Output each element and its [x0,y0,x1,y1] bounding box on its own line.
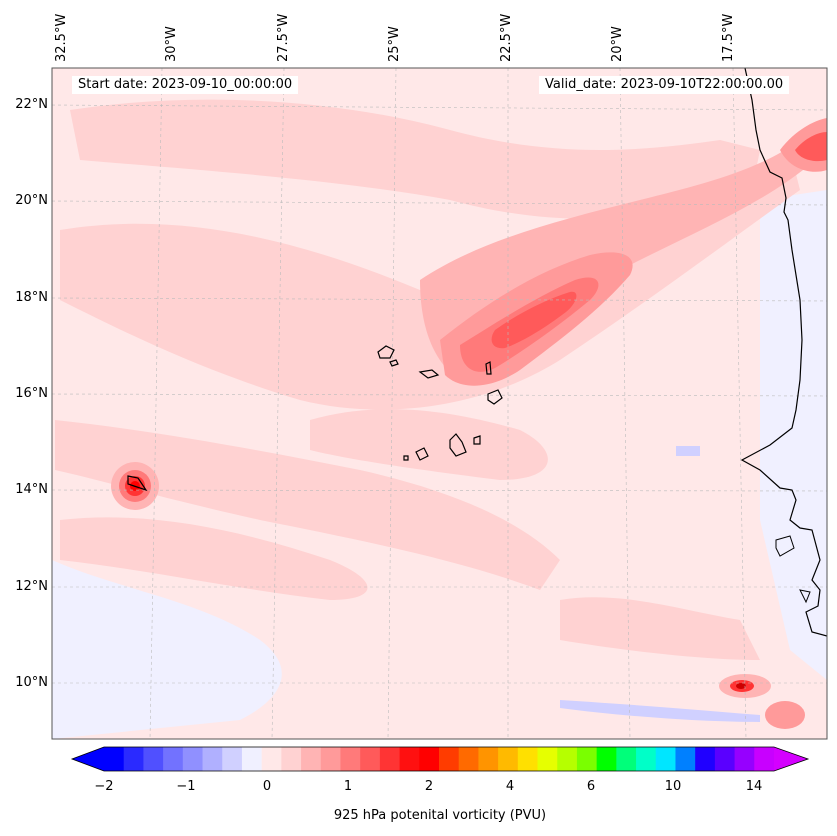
colorbar-segment [576,747,598,771]
colorbar-tick: −2 [94,779,114,794]
colorbar-segment [163,747,184,771]
colorbar-segment [695,747,716,771]
colorbar-segment [360,747,381,771]
colorbar-segment [557,747,578,771]
colorbar-label: 925 hPa potenital vorticity (PVU) [333,808,547,823]
lat-tick: 10°N [15,675,48,690]
valid-date-label: Valid_date: 2023-09-10T22:00:00.00 [539,76,790,94]
negative-pv-region [760,190,827,680]
colorbar-segment [655,747,676,771]
negative-pv-region [52,560,282,739]
colorbar-segment [182,747,204,771]
lat-tick: 22°N [15,97,48,112]
colorbar-tick: 0 [262,779,272,794]
colorbar-segment [478,747,499,771]
pv-core [491,291,577,349]
colorbar-segment [340,747,361,771]
african-coastline [775,535,795,557]
colorbar-segment [320,747,341,771]
lon-tick: 17.5°W [721,13,736,62]
negative-pv-region [560,700,760,722]
pv-band [310,409,548,480]
colorbar-segment [714,747,736,771]
colorbar-segment [458,747,479,771]
colorbar-tick: −1 [176,779,196,794]
colorbar-tick: 2 [424,779,434,794]
african-coastline [799,589,811,604]
colorbar-segment [241,747,263,771]
colorbar-segment [123,747,144,771]
pv-band [70,99,760,219]
african-coastline [740,68,827,637]
colorbar-segment [636,747,657,771]
lon-tick: 25°W [387,26,402,62]
lon-tick: 32.5°W [54,13,69,62]
negative-pv-region [676,446,700,456]
lon-tick: 20°W [610,26,625,62]
pv-band [55,420,560,590]
pv-band [560,597,760,660]
vortex-max [736,683,746,689]
lat-tick: 12°N [15,579,48,594]
lon-tick: 27.5°W [276,13,291,62]
map-frame [51,67,828,740]
lon-tick: 30°W [164,26,179,62]
colorbar-tick: 1 [343,779,353,794]
colorbar-segment [281,747,302,771]
colorbar-segment [301,747,322,771]
colorbar-segment [202,747,223,771]
pv-band [60,517,368,600]
colorbar-segment [734,747,755,771]
colorbar-segment [616,747,637,771]
colorbar-segment [419,747,440,771]
lat-tick: 18°N [15,290,48,305]
cape-verde-islands [127,345,503,492]
pv-band [60,150,800,410]
colorbar-segment [498,747,519,771]
colorbar-tick: 10 [664,779,682,794]
colorbar-segment [104,747,125,771]
colorbar-outline [70,746,810,772]
colorbar-segment [517,747,539,771]
colorbar-segment [439,747,460,771]
lat-tick: 14°N [15,482,48,497]
colorbar-tick: 6 [586,779,596,794]
colorbar-segment [675,747,696,771]
colorbar-extend-min [72,747,104,771]
pv-core [795,132,827,162]
pv-field [52,68,827,739]
colorbar-segment [754,747,775,771]
lon-tick: 22.5°W [499,13,514,62]
lat-tick: 16°N [15,386,48,401]
colorbar-segment [596,747,617,771]
lat-tick: 20°N [15,193,48,208]
colorbar-extend-max [774,747,808,771]
colorbar-tick: 4 [505,779,515,794]
colorbar-segment [537,747,558,771]
colorbar-segment [399,747,420,771]
colorbar-segment [143,747,164,771]
colorbar-segment [222,747,243,771]
vortex-max [765,701,805,729]
colorbar-segment [261,747,282,771]
colorbar-segment [379,747,401,771]
start-date-label: Start date: 2023-09-10_00:00:00 [72,76,299,94]
graticule [52,68,827,739]
colorbar [70,746,810,772]
colorbar-tick: 14 [745,779,763,794]
